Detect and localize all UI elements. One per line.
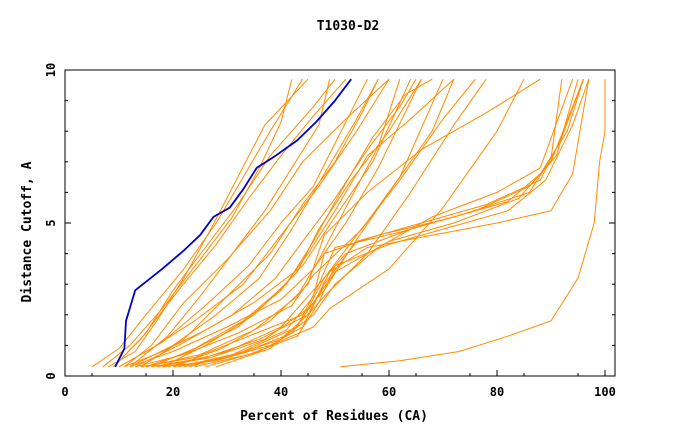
- series-line-1: [91, 78, 304, 368]
- series-line-33: [340, 79, 606, 368]
- series-line-29: [161, 78, 422, 368]
- x-tick-label: 0: [61, 385, 68, 399]
- series-line-14: [145, 79, 401, 368]
- x-axis-label: Percent of Residues (CA): [240, 409, 428, 424]
- series-line-13: [107, 78, 309, 368]
- series-line-28: [151, 78, 433, 368]
- axis-ticks: 0 20 40 60 80 100 0 5 10: [44, 63, 616, 399]
- plot-lines: [91, 78, 606, 368]
- series-line-32: [145, 78, 455, 368]
- x-tick-label: 100: [594, 385, 616, 399]
- y-axis-label: Distance Cutoff, A: [20, 161, 35, 302]
- series-line-22: [124, 78, 390, 368]
- series-line-21: [194, 79, 590, 368]
- series-line-9: [151, 78, 487, 368]
- series-line-18: [167, 79, 579, 368]
- series-line-25: [216, 79, 590, 368]
- x-tick-label: 20: [166, 385, 180, 399]
- chart-title: T1030-D2: [317, 19, 380, 34]
- highlight-series-line: [114, 78, 352, 368]
- series-line-27: [113, 78, 336, 368]
- series-line-6: [129, 78, 422, 368]
- y-tick-label: 5: [44, 219, 58, 226]
- x-tick-label: 80: [490, 385, 504, 399]
- x-tick-label: 60: [382, 385, 396, 399]
- y-tick-label: 0: [44, 372, 58, 379]
- series-line-4: [118, 78, 390, 368]
- series-line-26: [140, 78, 379, 368]
- series-line-7: [135, 78, 444, 368]
- y-tick-label: 10: [44, 63, 58, 77]
- series-line-20: [189, 79, 563, 368]
- series-line-30: [172, 78, 541, 368]
- series-line-12: [129, 78, 379, 368]
- series-line-31: [129, 79, 331, 368]
- series-line-11: [118, 78, 368, 368]
- series-line-2: [102, 79, 293, 368]
- series-line-23: [134, 78, 417, 368]
- x-tick-label: 40: [274, 385, 288, 399]
